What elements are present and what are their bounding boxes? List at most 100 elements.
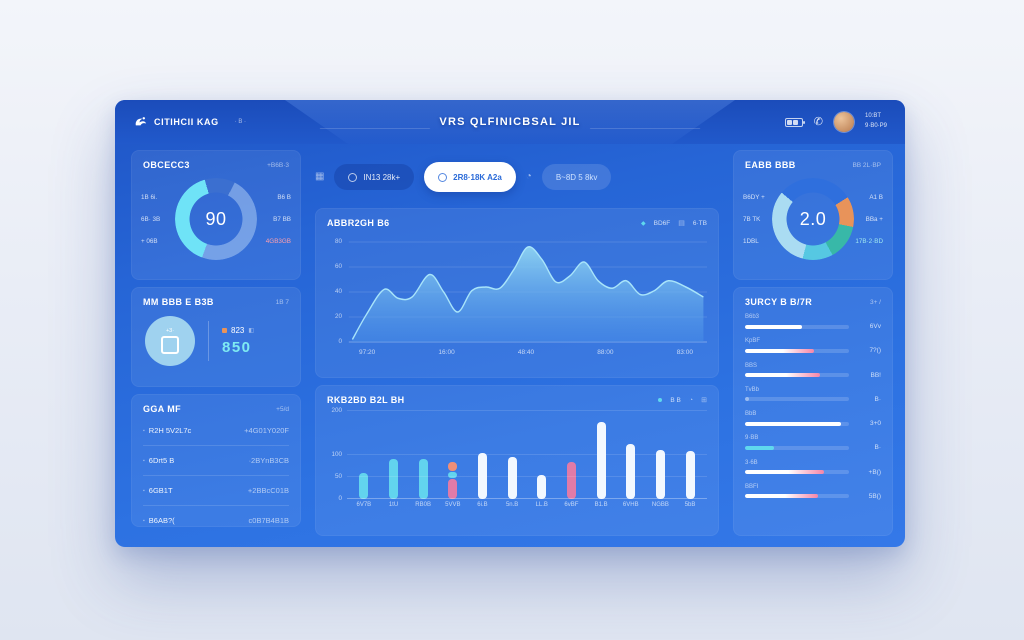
device-stat-label: 823: [231, 326, 245, 335]
device-card-link[interactable]: 1B 7: [275, 298, 289, 306]
progress-label: BBFI: [745, 483, 759, 490]
y-tick-label: 50: [334, 473, 342, 480]
donut-label: 1DBL: [743, 237, 759, 245]
progress-card: 3URCY B B/7R 3+ / B6b3 6Vv KpBF 7?() BBS BB! T…: [733, 287, 893, 536]
bar-segment: [448, 471, 458, 478]
progress-fill: [745, 421, 841, 426]
progress-row: KpBF 7?(): [745, 338, 881, 354]
x-tick-label: 6V7B: [356, 502, 372, 508]
progress-fill: [745, 494, 818, 499]
legend-item: BD6F: [653, 219, 671, 227]
bar: [566, 461, 576, 499]
x-tick-label: 5bB: [684, 502, 696, 508]
donut-label: A1 B: [869, 193, 883, 201]
avatar[interactable]: [833, 112, 854, 132]
device-tag: +3·: [165, 328, 175, 334]
list-card-title: GGA MF: [143, 404, 182, 414]
battery-icon[interactable]: [784, 117, 805, 127]
bar-column: [560, 461, 582, 499]
bar: [507, 456, 517, 499]
dashboard-panel: CITIHCII KAG · B · VRS QLFINICBSAL JIL ✆…: [115, 100, 905, 547]
gauge-label: B7 BB: [273, 215, 291, 223]
bar: [685, 451, 695, 499]
refresh-icon[interactable]: ◔: [688, 396, 694, 404]
area-chart-card: ABBR2GH B6 ◆ BD6F ▤ 6·TB 0 20 40 60 80 97:20…: [315, 208, 719, 378]
gridline: [347, 476, 707, 477]
x-tick-label: 83:00: [676, 349, 693, 356]
orange-dot-icon: [222, 328, 227, 333]
progress-row: BbB 3+0: [745, 411, 881, 427]
grid-icon[interactable]: ▦: [315, 171, 325, 182]
y-tick-label: 20: [334, 313, 342, 320]
filter-pill-1[interactable]: IN13 28k+: [334, 164, 415, 190]
bar-segment: [448, 461, 458, 471]
bar: [596, 421, 606, 499]
bar-x-axis: 6V7B 1tU RB0B 5VVB 6i.B 5n.B LL.B 6vBF B1.B 6VHB N…: [315, 499, 719, 508]
bar-chart-card: RKB2BD B2L BH B B ◔ ⊞ 0 50 100 200 6V7B 1tU R…: [315, 385, 719, 536]
filter-pill-3[interactable]: B~8D 5 8kv: [541, 164, 612, 190]
area-y-axis: 0 20 40 60 80: [327, 234, 347, 346]
list-item-value: ·2BYnB3CB: [248, 456, 289, 465]
stats-list: ▪ R2H 5V2L7c +4G01Y020F ▪ 6Drt5 B ·2BYnB3CB ▪ 6…: [131, 414, 301, 535]
device-square-icon: [161, 336, 179, 354]
progress-row: 9·BB B·: [745, 435, 881, 451]
progress-row: B6b3 6Vv: [745, 314, 881, 330]
progress-card-link[interactable]: 3+ /: [869, 298, 881, 306]
menu-icon[interactable]: ▤: [678, 220, 685, 227]
list-item: ▪ R2H 5V2L7c +4G01Y020F: [143, 416, 289, 445]
y-tick-label: 60: [334, 263, 342, 270]
progress-row: TvBb B·: [745, 387, 881, 403]
info-icon: ◧: [248, 328, 255, 334]
clock-icon[interactable]: ◔: [525, 171, 532, 182]
grid-icon[interactable]: ⊞: [701, 397, 707, 404]
progress-track: [745, 373, 849, 378]
gauge-chart: 90: [175, 178, 257, 260]
filter-pill-3-label: B~8D 5 8kv: [555, 172, 598, 182]
progress-fill: [745, 348, 814, 353]
gauge-labels-right: B6 B B7 BB 4GB3GB: [257, 194, 291, 245]
bar: [359, 472, 369, 499]
gauge-card-link[interactable]: +B6B·3: [267, 161, 289, 169]
x-tick-label: 88:00: [597, 349, 614, 356]
list-item-label: ▪ R2H 5V2L7c: [143, 426, 192, 435]
bullet-icon: ▪: [143, 457, 145, 464]
diamond-icon: ◆: [641, 220, 646, 227]
list-card-link[interactable]: +5/d: [276, 405, 289, 413]
donut-labels-right: A1 B BBa + 17B·2·BD: [854, 194, 883, 245]
gauge-value: 90: [205, 208, 227, 229]
donut-chart: 2.0: [772, 178, 854, 260]
list-item-label: ▪ 6GB1T: [143, 486, 173, 495]
logo-subtext: · B ·: [234, 119, 247, 125]
progress-label: 9·BB: [745, 435, 759, 442]
bar-column: [353, 472, 375, 499]
progress-track: [745, 470, 849, 475]
gauge-card-title: OBCECC3: [143, 160, 190, 170]
gridline: [347, 498, 707, 499]
progress-value: BB!: [870, 371, 881, 379]
donut-label: BBa +: [865, 215, 883, 223]
progress-fill: [745, 373, 820, 378]
bar: [655, 449, 665, 499]
legend-item: 6·TB: [692, 219, 707, 227]
gauge-label: B6 B: [277, 193, 291, 201]
app-logo[interactable]: CITIHCII KAG · B ·: [133, 115, 246, 130]
donut-value: 2.0: [799, 208, 827, 229]
progress-fill: [745, 470, 825, 475]
bar-segment: [448, 478, 458, 499]
device-card-title: MM BBB E B3B: [143, 297, 214, 307]
filter-pill-active[interactable]: 2R8·18K A2a: [424, 162, 516, 192]
list-item-value: c0B7B4B1B: [248, 516, 289, 525]
legend-item: B B: [670, 396, 681, 404]
progress-value: B·: [874, 395, 882, 403]
bar-column: [679, 451, 701, 499]
bars: [347, 411, 707, 499]
area-chart-legend: ◆ BD6F ▤ 6·TB: [641, 219, 707, 228]
bar-column: [412, 459, 434, 499]
progress-value: 3+0: [869, 420, 881, 428]
progress-value: +B(): [868, 468, 881, 476]
time-text: 10:BT: [864, 113, 881, 120]
phone-icon[interactable]: ✆: [813, 115, 823, 128]
progress-label: KpBF: [745, 338, 761, 345]
bar-chart-legend: B B ◔ ⊞: [658, 396, 707, 404]
donut-card-link[interactable]: BB 2L·BP: [852, 161, 881, 169]
